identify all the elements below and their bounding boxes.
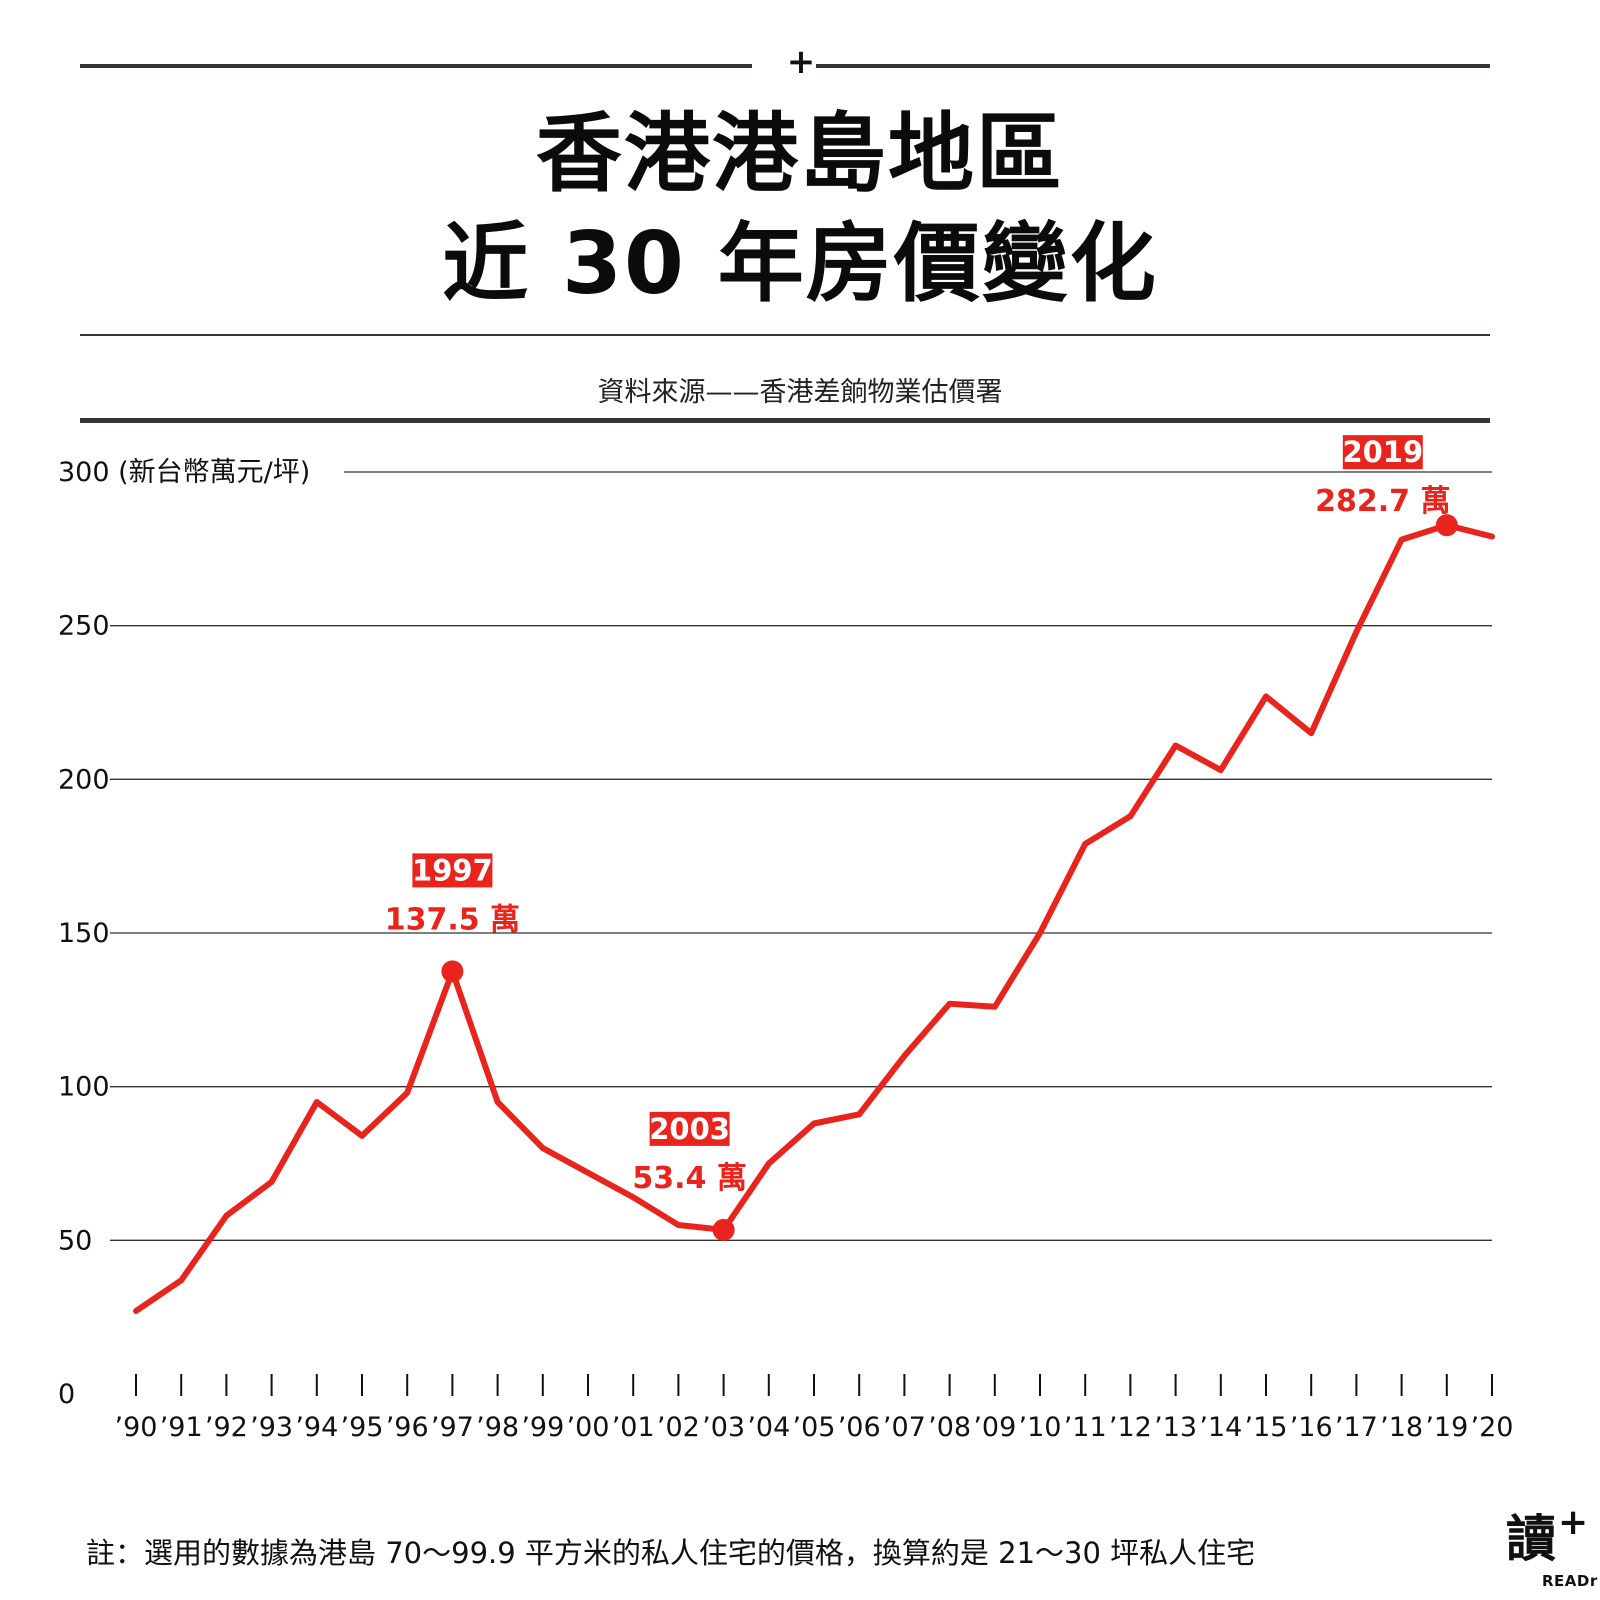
annotation-value: 53.4 萬 bbox=[632, 1161, 746, 1196]
x-tick-label: ’15 bbox=[1245, 1412, 1288, 1443]
annotation-year: 2019 bbox=[1342, 435, 1423, 469]
logo-text: READr bbox=[1542, 1572, 1598, 1590]
x-tick-label: ’95 bbox=[341, 1412, 384, 1443]
series-line bbox=[133, 522, 1495, 1314]
annotation-year: 1997 bbox=[412, 853, 493, 887]
footnote: 註：選用的數據為港島 70～99.9 平方米的私人住宅的價格，換算約是 21～3… bbox=[86, 1536, 1256, 1570]
x-tick-label: ’06 bbox=[838, 1412, 881, 1443]
top-rule-left bbox=[80, 64, 752, 68]
highlight-point bbox=[712, 1218, 735, 1241]
x-tick-label: ’16 bbox=[1290, 1412, 1333, 1443]
y-tick-label: 100 bbox=[58, 1072, 110, 1103]
annotation-value: 137.5 萬 bbox=[385, 902, 520, 937]
highlight-point bbox=[441, 960, 464, 983]
x-tick-label: ’11 bbox=[1064, 1412, 1107, 1443]
y-tick-label: 200 bbox=[58, 764, 110, 795]
highlight-point bbox=[1435, 514, 1458, 537]
annotations: 1997 137.5 萬 2003 53.4 萬 2019 282.7 萬 bbox=[385, 435, 1458, 1241]
x-tick-label: ’13 bbox=[1154, 1412, 1197, 1443]
x-tick-label: ’20 bbox=[1471, 1412, 1514, 1443]
x-tick-label: ’19 bbox=[1425, 1412, 1468, 1443]
annotation-value: 282.7 萬 bbox=[1315, 484, 1450, 519]
y-axis-labels: 0 50 100 150 200 250 300 (新台幣萬元/坪) bbox=[58, 457, 310, 1410]
y-tick-label: 50 bbox=[58, 1225, 92, 1256]
annotation-year-box bbox=[649, 1111, 730, 1146]
annotation-year-box bbox=[412, 853, 493, 888]
x-tick-label: ’99 bbox=[521, 1412, 564, 1443]
y-tick-label: 300 (新台幣萬元/坪) bbox=[58, 457, 310, 488]
logo-plus-icon: + bbox=[1558, 1502, 1589, 1543]
x-tick-label: ’04 bbox=[747, 1412, 790, 1443]
y-tick-label: 150 bbox=[58, 918, 110, 949]
x-tick-label: ’07 bbox=[883, 1412, 926, 1443]
readr-logo: 讀 + READr bbox=[1502, 1502, 1597, 1592]
x-tick-label: ’05 bbox=[793, 1412, 836, 1443]
x-tick-label: ’94 bbox=[295, 1412, 338, 1443]
title-divider bbox=[80, 334, 1490, 336]
logo-glyph: 讀 bbox=[1506, 1510, 1556, 1568]
x-tick-label: ’03 bbox=[702, 1412, 745, 1443]
data-source: 資料來源——香港差餉物業估價署 bbox=[597, 377, 1003, 408]
x-tick-label: ’92 bbox=[205, 1412, 248, 1443]
y-tick-label: 250 bbox=[58, 611, 110, 642]
title-line-2: 近 30 年房價變化 bbox=[442, 214, 1158, 314]
x-tick-label: ’18 bbox=[1380, 1412, 1423, 1443]
annotation-year: 2003 bbox=[649, 1112, 730, 1146]
x-tick-label: ’08 bbox=[928, 1412, 971, 1443]
y-tick-label: 0 bbox=[58, 1379, 75, 1410]
x-tick-label: ’14 bbox=[1199, 1412, 1242, 1443]
source-divider bbox=[80, 418, 1490, 423]
x-tick-label: ’98 bbox=[476, 1412, 519, 1443]
top-rule-right bbox=[816, 64, 1490, 68]
x-tick-label: ’02 bbox=[657, 1412, 700, 1443]
x-tick-label: ’91 bbox=[160, 1412, 203, 1443]
x-tick-label: ’09 bbox=[973, 1412, 1016, 1443]
annotation-year-box bbox=[1342, 435, 1423, 470]
plus-icon: + bbox=[786, 42, 816, 82]
x-tick-label: ’96 bbox=[386, 1412, 429, 1443]
x-tick-label: ’12 bbox=[1109, 1412, 1152, 1443]
grid-lines bbox=[110, 471, 1492, 1241]
title-line-1: 香港港島地區 bbox=[536, 104, 1064, 204]
x-tick-label: ’97 bbox=[431, 1412, 474, 1443]
series-polyline bbox=[133, 522, 1495, 1314]
x-tick-label: ’10 bbox=[1019, 1412, 1062, 1443]
x-tick-label: ’01 bbox=[612, 1412, 655, 1443]
x-tick-label: ’00 bbox=[567, 1412, 610, 1443]
x-tick-label: ’90 bbox=[115, 1412, 158, 1443]
x-axis-ticks: ’90’91’92’93’94’95’96’97’98’99’00’01’02’… bbox=[115, 1374, 1514, 1443]
x-tick-label: ’93 bbox=[250, 1412, 293, 1443]
x-tick-label: ’17 bbox=[1335, 1412, 1378, 1443]
